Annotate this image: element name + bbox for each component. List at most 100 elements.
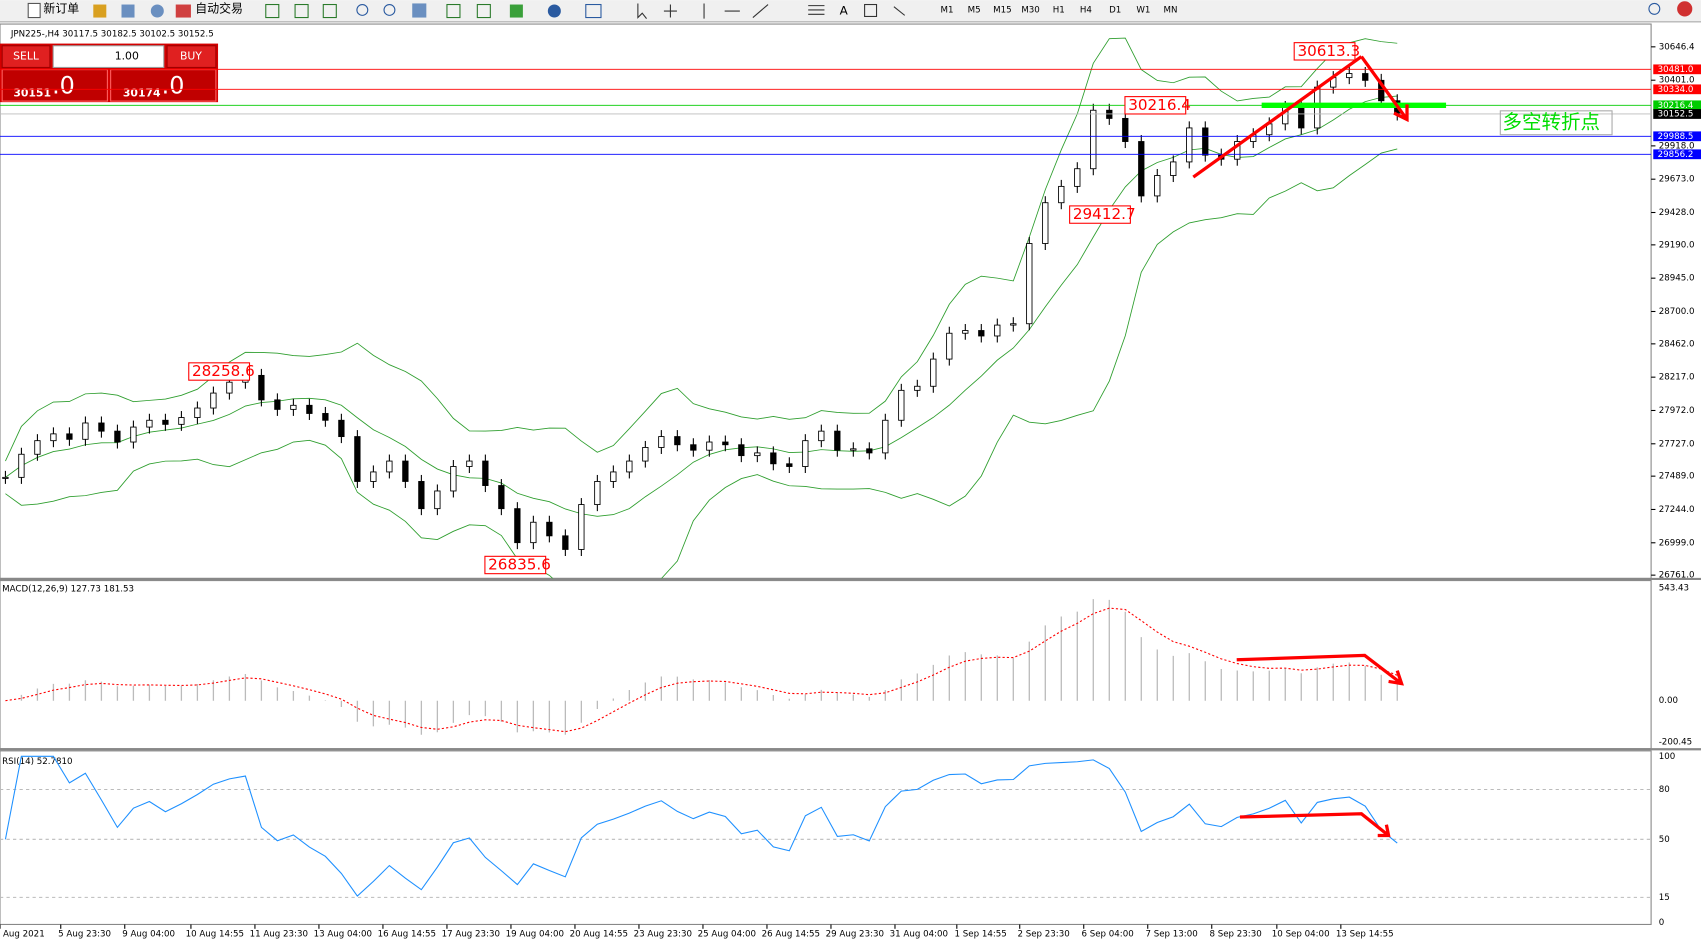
- candle: [450, 466, 457, 492]
- candle: [498, 485, 505, 510]
- y-tick-label: 27244.0: [1659, 505, 1695, 515]
- timeframe-button[interactable]: D1: [1109, 5, 1121, 15]
- candle: [1010, 323, 1017, 326]
- chart-header: JPN225-,H4 30117.5 30182.5 30102.5 30152…: [10, 29, 214, 39]
- x-tick-label: 29 Aug 23:30: [826, 930, 884, 940]
- candle: [210, 392, 217, 409]
- candle: [514, 508, 521, 544]
- lot-input[interactable]: [52, 45, 165, 68]
- x-tick-label: 19 Aug 04:00: [506, 930, 564, 940]
- price-annotation-box: [1124, 96, 1187, 115]
- price-level-tag: [1653, 100, 1701, 111]
- candle: [738, 444, 745, 457]
- candle: [882, 419, 889, 454]
- candle: [1074, 168, 1081, 187]
- lot-value: 1.00: [115, 50, 139, 63]
- note-box: [1499, 110, 1613, 136]
- candle: [402, 460, 409, 482]
- timeframe-button[interactable]: M1: [941, 5, 954, 15]
- timeframe-button[interactable]: M5: [968, 5, 981, 15]
- y-tick-label: 29428.0: [1659, 208, 1695, 218]
- candle: [1234, 141, 1241, 160]
- price-annotation-box: [1069, 205, 1131, 224]
- y-tick-label: 30401.0: [1659, 76, 1695, 86]
- bollinger-band: [5, 37, 1398, 462]
- toolbar: [0, 0, 1701, 22]
- candle: [1026, 243, 1033, 325]
- buy-button[interactable]: [166, 45, 217, 68]
- macd-signal: [5, 607, 1398, 733]
- y-tick-label: 28700.0: [1659, 307, 1695, 317]
- rsi-panel: [0, 750, 1652, 925]
- turning-point-note: 多空转折点: [1502, 110, 1600, 133]
- timeframe-button[interactable]: H4: [1080, 5, 1093, 15]
- candle: [1186, 127, 1193, 163]
- x-tick-label: 13 Sep 14:55: [1336, 930, 1394, 940]
- timeframe-button[interactable]: H1: [1053, 5, 1065, 15]
- candle: [594, 481, 601, 506]
- candle: [162, 419, 169, 425]
- timeframe-button[interactable]: W1: [1136, 5, 1150, 15]
- price-level-label: 30334.0: [1658, 85, 1694, 95]
- candle: [1154, 175, 1161, 197]
- x-tick-label: 10 Sep 04:00: [1272, 930, 1330, 940]
- candle: [1362, 73, 1369, 81]
- y-tick-label: 30646.4: [1659, 42, 1695, 52]
- x-tick-label: 26 Aug 14:55: [762, 930, 820, 940]
- x-tick-label: 1 Sep 14:55: [955, 930, 1007, 940]
- ask-fraction: .0: [162, 71, 185, 99]
- x-tick-label: 11 Aug 23:30: [250, 930, 308, 940]
- y-tick-label: 543.43: [1659, 584, 1689, 594]
- candle: [290, 404, 297, 410]
- candle: [114, 430, 121, 443]
- candles: [2, 37, 1401, 579]
- price-level-label: 29856.2: [1658, 150, 1694, 160]
- candle: [1202, 127, 1209, 156]
- candle: [418, 481, 425, 510]
- y-tick-label: 15: [1659, 893, 1670, 903]
- timeframe-button[interactable]: MN: [1164, 5, 1178, 15]
- rsi-label: RSI(14) 52.7810: [2, 757, 72, 767]
- timeframe-button[interactable]: M15: [993, 5, 1011, 15]
- candle: [306, 404, 313, 414]
- x-tick-label: 6 Sep 04:00: [1081, 930, 1133, 940]
- candle: [722, 441, 729, 446]
- timeframe-button[interactable]: M30: [1021, 5, 1039, 15]
- y-tick-label: 50: [1659, 835, 1670, 845]
- candle: [258, 374, 265, 401]
- price-level-label: 30481.0: [1658, 65, 1694, 75]
- candle: [130, 426, 137, 443]
- main-chart-panel: [0, 23, 1652, 579]
- candle: [194, 407, 201, 418]
- candle: [642, 447, 649, 462]
- x-tick-label: Aug 2021: [3, 930, 45, 940]
- price-level-label: 29988.5: [1658, 132, 1694, 142]
- auto-trading-button[interactable]: 自动交易: [195, 1, 243, 15]
- trend-arrow: [1360, 55, 1409, 123]
- macd-plot: [5, 599, 1398, 735]
- candle: [98, 422, 105, 432]
- candle: [2, 476, 9, 479]
- price-level-label: 30152.5: [1658, 109, 1694, 119]
- candle: [66, 433, 73, 440]
- y-tick-label: 100: [1659, 752, 1676, 762]
- y-tick-label: 28462.0: [1659, 339, 1695, 349]
- x-tick-label: 16 Aug 14:55: [378, 930, 436, 940]
- candle: [1346, 73, 1353, 79]
- candle: [610, 471, 617, 482]
- price-annotation: 30613.3: [1297, 42, 1360, 60]
- sell-button[interactable]: [1, 45, 51, 68]
- y-tick-label: 80: [1659, 785, 1670, 795]
- y-tick-label: 29190.0: [1659, 240, 1695, 250]
- candle: [354, 436, 361, 482]
- candle: [834, 430, 841, 451]
- price-annotation: 28258.6: [192, 362, 255, 380]
- new-order-button[interactable]: 新订单: [43, 1, 79, 15]
- macd-panel: [0, 580, 1652, 750]
- x-tick-label: 7 Sep 13:00: [1145, 930, 1197, 940]
- price-annotation: 30216.4: [1128, 96, 1191, 114]
- candle: [578, 504, 585, 550]
- candle: [690, 444, 697, 451]
- candle: [370, 471, 377, 482]
- rsi-line: [4, 755, 1398, 897]
